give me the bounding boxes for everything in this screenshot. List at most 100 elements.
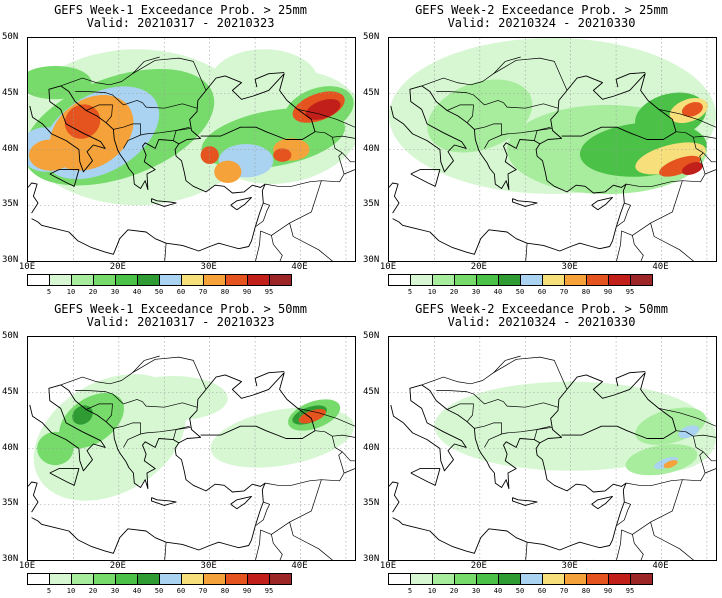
colorbar-swatch [433, 574, 455, 584]
colorbar-label: 50 [515, 587, 525, 595]
colorbar-label: 10 [427, 288, 437, 296]
lat-label: 30N [2, 554, 19, 564]
colorbar-label: 90 [242, 587, 252, 595]
colorbar-label: 5 [46, 587, 52, 595]
coastlines [28, 371, 355, 560]
colorbar-label: 90 [603, 587, 613, 595]
colorbar-label: 5 [46, 288, 52, 296]
panel-valid-dates: Valid: 20210317 - 20210323 [86, 315, 275, 329]
colorbar-swatch [411, 275, 433, 285]
colorbar-swatch [565, 574, 587, 584]
colorbar-label: 5 [407, 288, 413, 296]
colorbar-label: 80 [581, 288, 591, 296]
colorbar-swatch [389, 275, 411, 285]
map-panel: GEFS Week-2 Exceedance Prob. > 25mm Vali… [361, 0, 722, 299]
colorbar-swatch [50, 275, 72, 285]
lat-label: 35N [2, 498, 19, 509]
colorbar-label: 80 [220, 587, 230, 595]
colorbar-label: 60 [537, 288, 547, 296]
probability-shading [28, 49, 355, 206]
colorbar-swatch [226, 275, 248, 285]
colorbar-label: 70 [198, 288, 208, 296]
map-frame [27, 37, 356, 262]
lat-label: 50N [363, 32, 380, 42]
colorbar-swatch [455, 275, 477, 285]
colorbar-label: 60 [176, 587, 186, 595]
lat-label: 30N [363, 255, 380, 265]
colorbar-label: 30 [110, 288, 120, 296]
colorbar-swatch [587, 574, 609, 584]
panel-title: GEFS Week-1 Exceedance Prob. > 25mm [54, 3, 307, 17]
lat-label: 30N [363, 554, 380, 564]
colorbar-swatch [50, 574, 72, 584]
colorbar-label: 60 [176, 288, 186, 296]
country-borders [60, 56, 355, 261]
colorbar-label: 50 [154, 587, 164, 595]
lat-label: 30N [2, 255, 19, 265]
map-canvas [389, 38, 716, 261]
colorbar-label: 30 [471, 288, 481, 296]
lon-label: 10E [18, 561, 36, 571]
colorbar-swatch [411, 574, 433, 584]
panel-valid-dates: Valid: 20210324 - 20210330 [447, 16, 636, 30]
lon-label: 20E [109, 262, 126, 272]
colorbar-swatch [182, 275, 204, 285]
colorbar-swatch [587, 275, 609, 285]
graticule [389, 38, 716, 261]
colorbar-swatch [160, 574, 182, 584]
colorbar-label: 40 [493, 587, 503, 595]
lon-label: 10E [379, 561, 397, 571]
lat-label: 35N [363, 498, 380, 509]
probability-shading [389, 38, 716, 195]
colorbar-swatch [72, 574, 94, 584]
colorbar-swatch [116, 574, 138, 584]
colorbar-swatch [204, 574, 226, 584]
colorbar-label: 10 [66, 288, 76, 296]
colorbar-swatch [477, 574, 499, 584]
colorbar [388, 274, 653, 286]
colorbar-label: 95 [264, 288, 274, 296]
colorbar-label: 10 [66, 587, 76, 595]
graticule [389, 337, 716, 560]
colorbar-label: 95 [625, 587, 635, 595]
lat-label: 50N [2, 32, 19, 42]
colorbar-swatch [94, 275, 116, 285]
colorbar-swatch [609, 275, 631, 285]
colorbar-label: 90 [603, 288, 613, 296]
coastlines [389, 371, 716, 560]
lat-label: 40N [363, 143, 380, 154]
colorbar-swatch [543, 275, 565, 285]
country-borders [421, 56, 716, 261]
colorbar-label: 70 [198, 587, 208, 595]
colorbar-swatch [499, 574, 521, 584]
colorbar-swatch [182, 574, 204, 584]
map-canvas [28, 38, 355, 261]
colorbar-swatch [248, 275, 270, 285]
colorbar-swatch [565, 275, 587, 285]
colorbar-label: 5 [407, 587, 413, 595]
lon-label: 40E [291, 262, 308, 272]
graticule [28, 38, 355, 261]
colorbar-swatch [609, 574, 631, 584]
colorbar-swatch [455, 574, 477, 584]
map-frame [388, 336, 717, 561]
colorbar [388, 573, 653, 585]
colorbar-label: 30 [471, 587, 481, 595]
lat-label: 45N [363, 87, 380, 98]
colorbar-swatch [433, 275, 455, 285]
colorbar-label: 90 [242, 288, 252, 296]
colorbar-label: 70 [559, 587, 569, 595]
lon-label: 30E [200, 262, 217, 272]
coastlines [389, 72, 716, 261]
map-canvas [28, 337, 355, 560]
colorbar-label: 70 [559, 288, 569, 296]
colorbar-swatch [226, 574, 248, 584]
panel-title: GEFS Week-1 Exceedance Prob. > 50mm [54, 302, 307, 316]
colorbar-label: 40 [493, 288, 503, 296]
lat-label: 50N [2, 331, 19, 341]
colorbar-swatch [138, 574, 160, 584]
lon-label: 20E [470, 262, 487, 272]
colorbar-label: 30 [110, 587, 120, 595]
map-frame [388, 37, 717, 262]
lon-label: 30E [561, 561, 578, 571]
